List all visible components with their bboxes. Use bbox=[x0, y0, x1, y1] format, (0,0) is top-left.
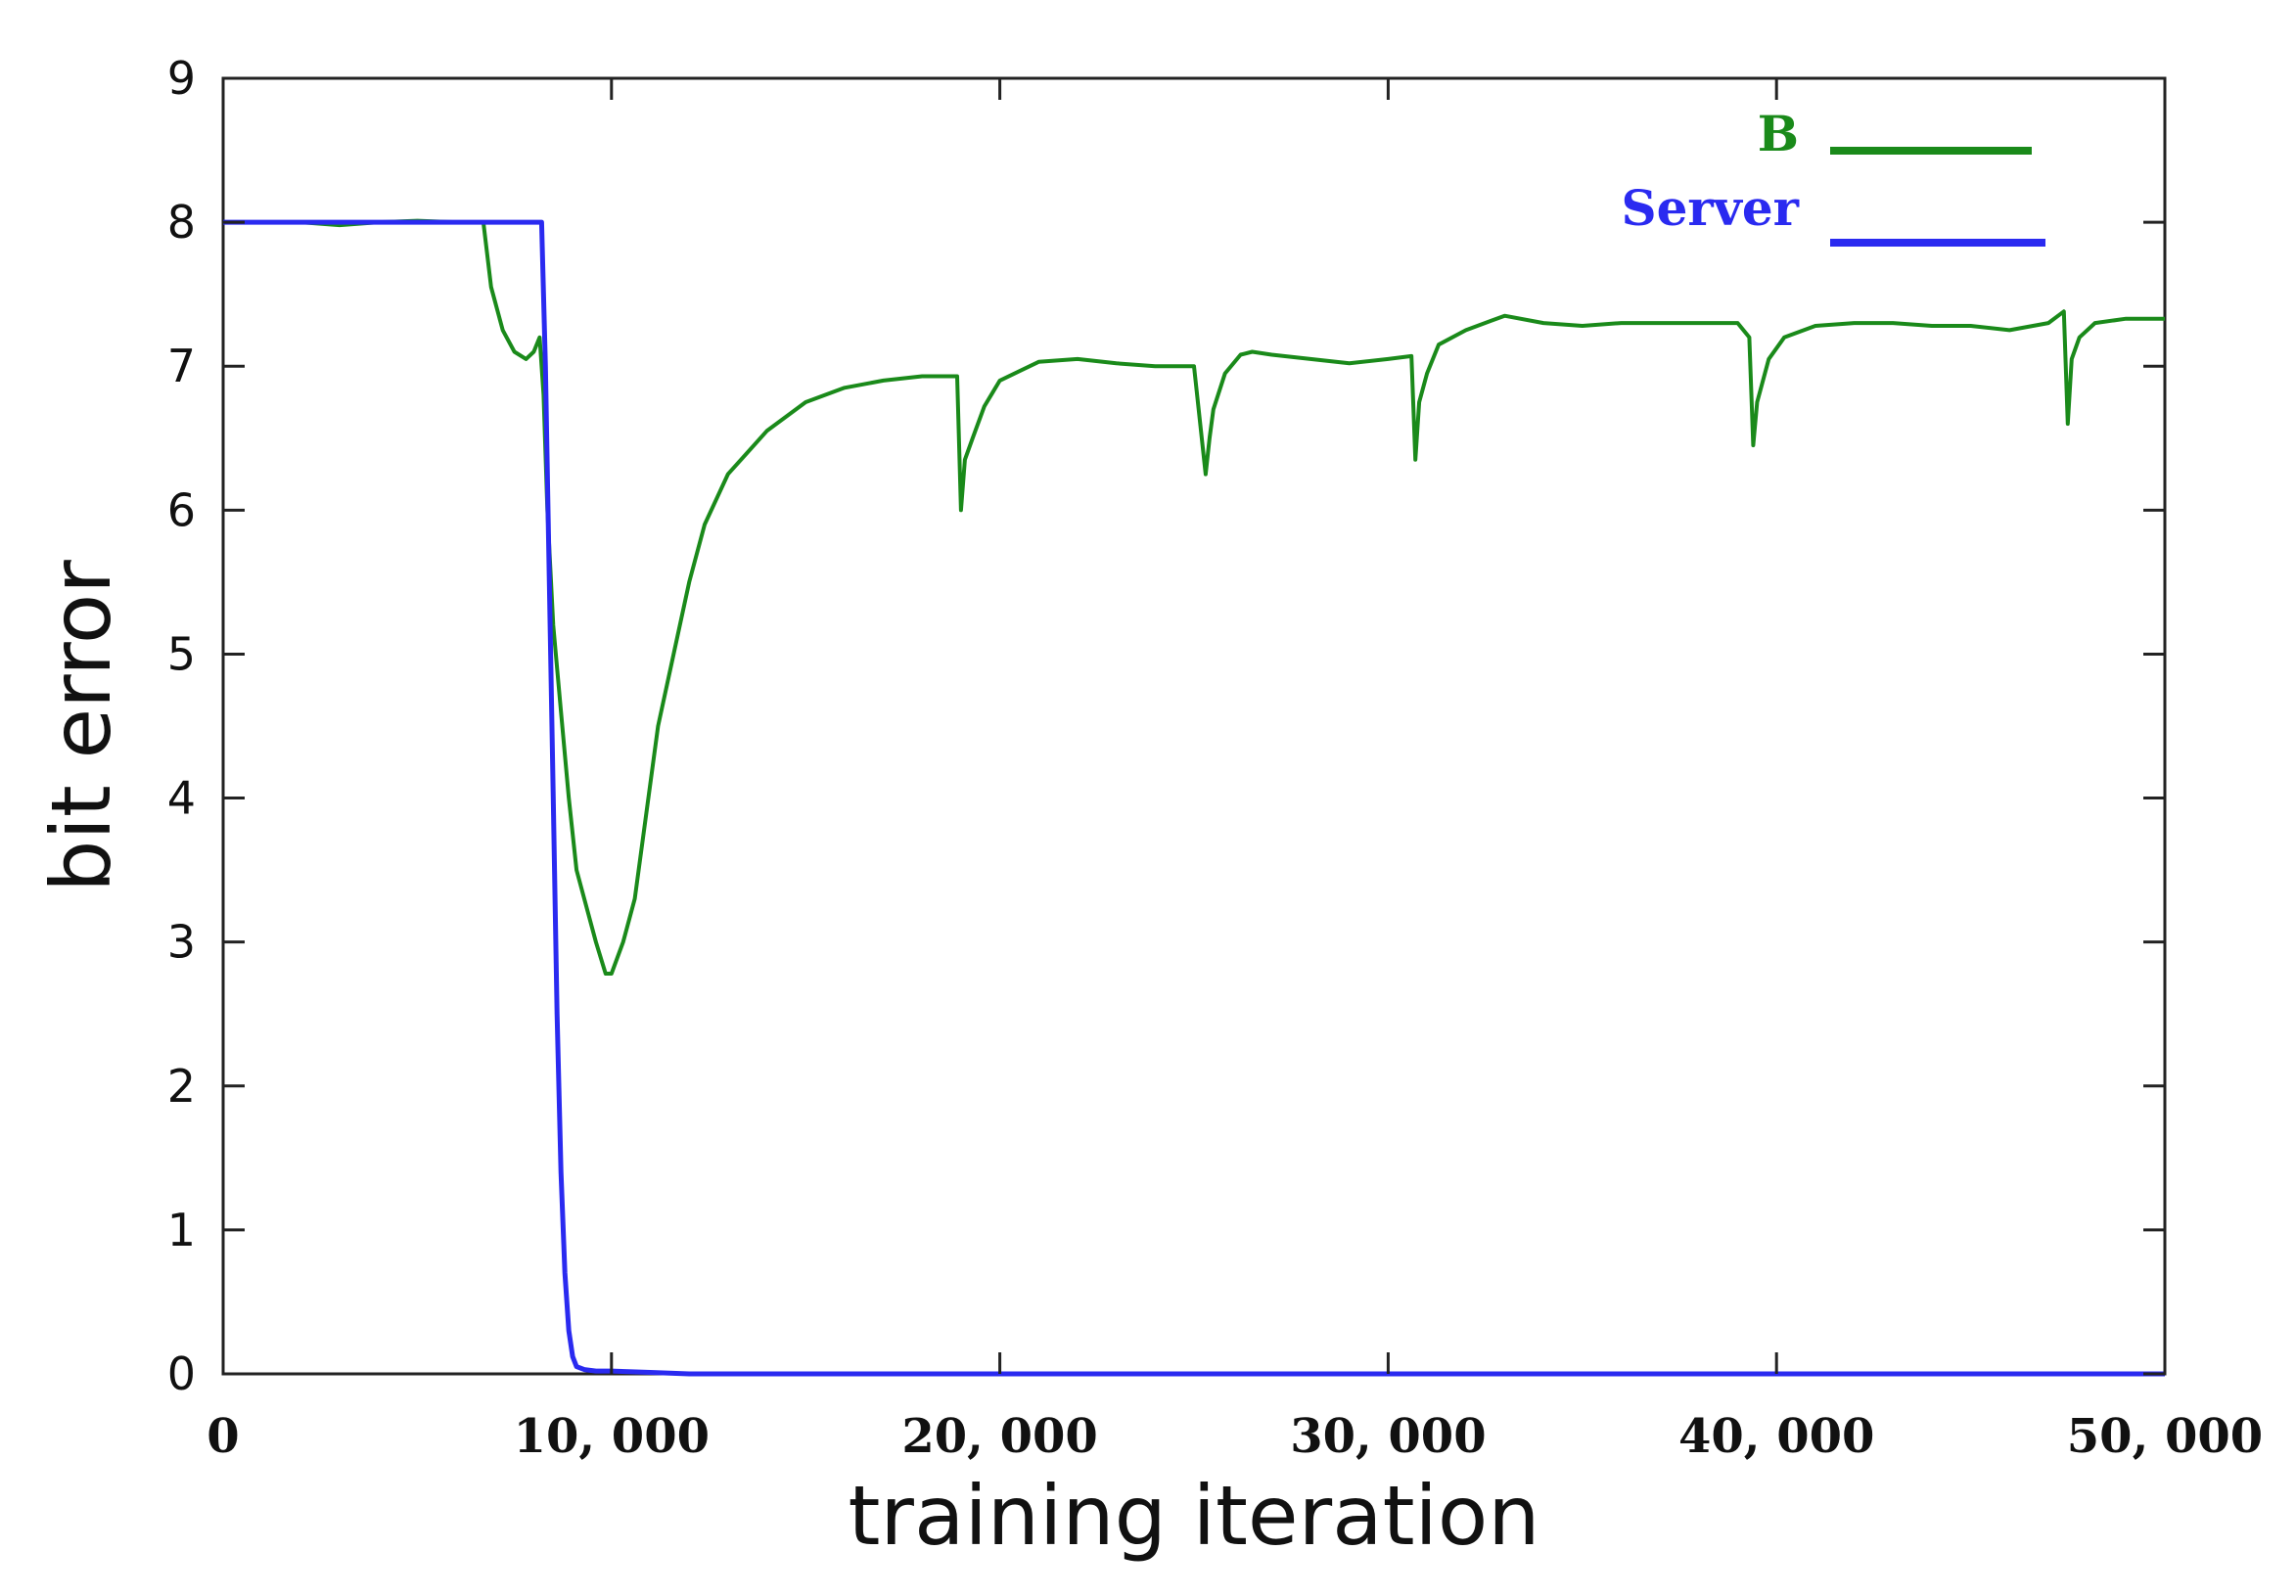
x-tick-label: 30, 000 bbox=[1290, 1409, 1486, 1464]
y-tick-label: 0 bbox=[167, 1347, 196, 1400]
legend-label-server: Server bbox=[1622, 179, 1800, 237]
y-tick-label: 8 bbox=[167, 196, 196, 249]
y-tick-label: 2 bbox=[167, 1060, 196, 1113]
plot-frame bbox=[221, 76, 2167, 1376]
y-tick-label: 4 bbox=[167, 772, 196, 825]
axes: 0 1 2 3 4 5 6 7 8 9 0 10, 000 20, 000 30, 000 40, 000 5… bbox=[167, 52, 2263, 1464]
y-axis-title: bit error bbox=[33, 560, 129, 892]
series-group bbox=[223, 218, 2165, 1377]
legend-label-b: B bbox=[1758, 105, 1799, 162]
plot-area bbox=[221, 76, 2167, 1376]
y-tick-label: 9 bbox=[167, 52, 196, 105]
x-tick-label: 50, 000 bbox=[2067, 1409, 2263, 1464]
y-tick-label: 5 bbox=[167, 627, 196, 680]
series-line-server bbox=[223, 219, 2165, 1377]
y-tick-label: 6 bbox=[167, 483, 196, 536]
x-axis-title: training iteration bbox=[849, 1468, 1540, 1564]
x-tick-label: 10, 000 bbox=[514, 1409, 710, 1464]
y-tick-label: 7 bbox=[167, 340, 196, 392]
y-tick-label: 1 bbox=[167, 1204, 196, 1256]
x-tick-label: 0 bbox=[207, 1409, 239, 1464]
legend: B Server bbox=[1622, 105, 2045, 247]
y-tick-label: 3 bbox=[167, 916, 196, 969]
x-tick-label: 20, 000 bbox=[901, 1409, 1097, 1464]
x-tick-label: 40, 000 bbox=[1678, 1409, 1874, 1464]
